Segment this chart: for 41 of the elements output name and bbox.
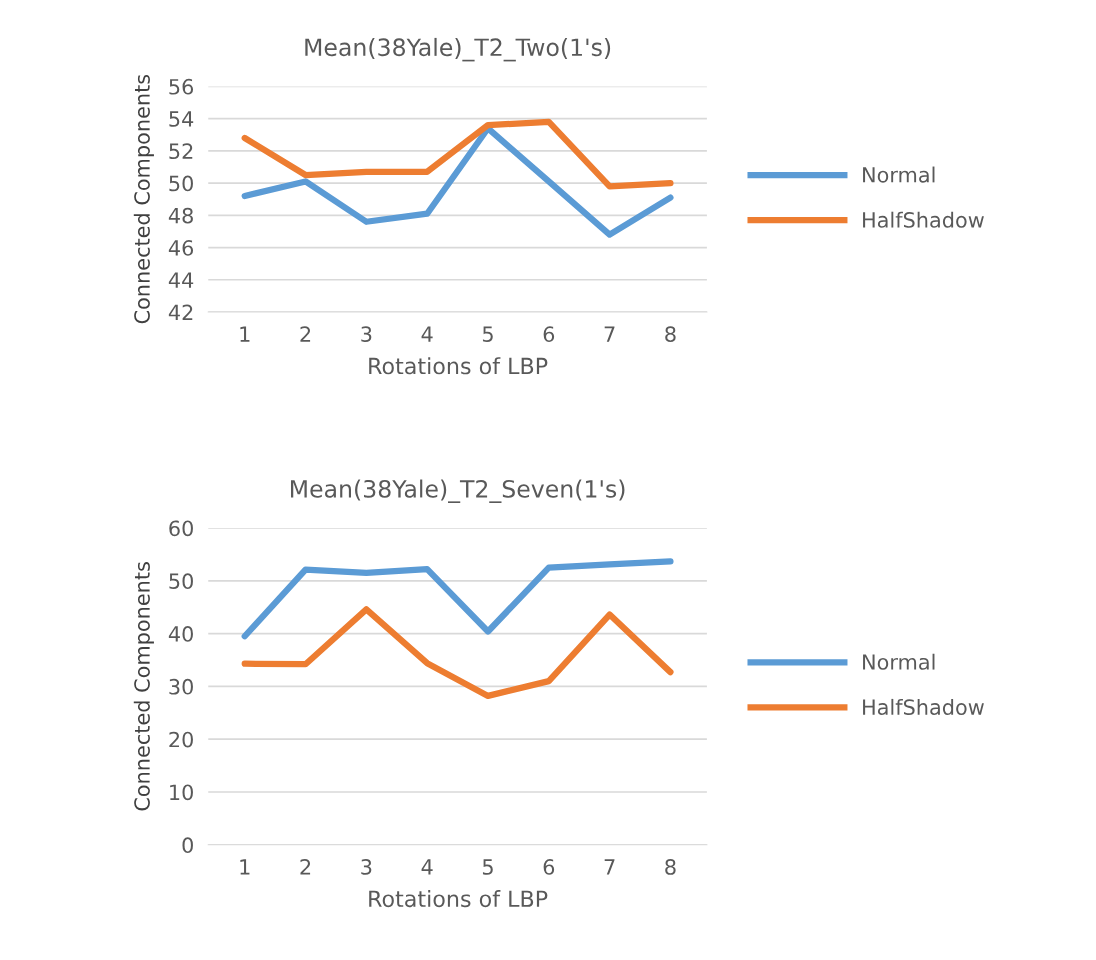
x-tick-label: 6 — [543, 326, 555, 343]
y-tick-label: 54 — [169, 111, 194, 127]
y-tick-label: 40 — [168, 626, 193, 642]
y-tick-label: 0 — [182, 837, 193, 854]
x-tick-label: 4 — [421, 859, 433, 875]
y-axis-title: Connected Components — [133, 562, 154, 811]
y-tick-label: 10 — [170, 784, 193, 801]
chart-title: Mean(38Yale)_T2_Seven(1's) — [290, 479, 625, 504]
y-tick-label: 50 — [169, 573, 193, 590]
y-tick-label: 56 — [169, 78, 194, 95]
x-tick-label: 4 — [421, 326, 433, 342]
x-tick-label: 8 — [665, 859, 676, 875]
y-tick-label: 30 — [169, 678, 193, 695]
y-tick-label: 42 — [168, 304, 193, 320]
x-tick-label: 6 — [543, 859, 555, 875]
legend-label: Normal — [863, 166, 935, 183]
y-tick-label: 44 — [168, 272, 194, 288]
x-tick-label: 1 — [240, 859, 250, 875]
x-tick-label: 2 — [300, 859, 311, 875]
chart-title: Mean(38Yale)_T2_Two(1's) — [305, 37, 611, 62]
y-tick-label: 50 — [169, 175, 193, 192]
legend-label: HalfShadow — [863, 698, 984, 716]
legend-label: Normal — [863, 653, 935, 670]
x-tick-label: 7 — [604, 326, 615, 342]
y-tick-label: 60 — [169, 520, 193, 537]
x-tick-label: 8 — [665, 326, 676, 343]
y-tick-label: 20 — [169, 731, 193, 748]
x-tick-label: 1 — [240, 326, 250, 342]
y-tick-label: 52 — [169, 143, 193, 160]
x-tick-label: 3 — [361, 859, 372, 875]
x-axis-title: Rotations of LBP — [369, 889, 548, 908]
x-tick-label: 2 — [300, 326, 311, 342]
x-tick-label: 7 — [604, 859, 615, 875]
legend-label: HalfShadow — [863, 211, 984, 228]
y-axis-title: Connected Components — [133, 74, 154, 324]
x-tick-label: 5 — [482, 326, 493, 343]
x-tick-label: 3 — [361, 326, 372, 343]
x-tick-label: 5 — [482, 859, 493, 875]
y-tick-label: 48 — [168, 207, 193, 224]
y-tick-label: 46 — [168, 240, 194, 256]
x-axis-title: Rotations of LBP — [369, 357, 548, 375]
